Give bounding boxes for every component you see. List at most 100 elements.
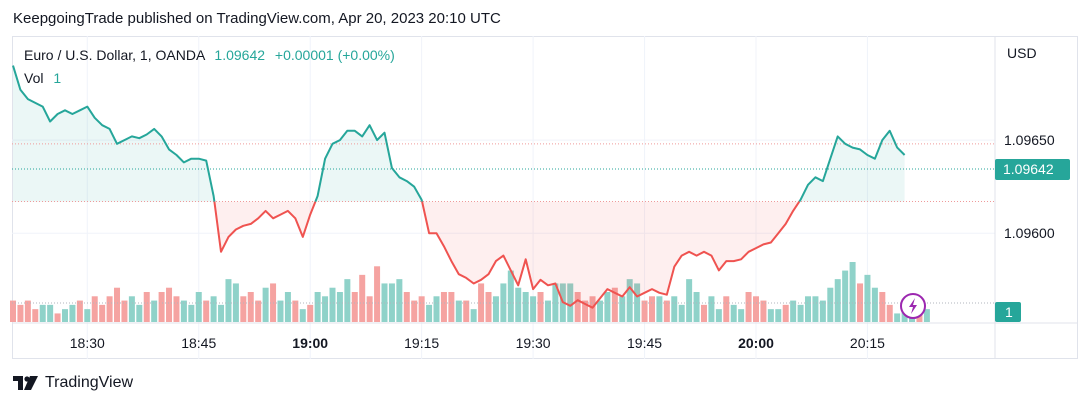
volume-bar bbox=[344, 279, 351, 322]
grid bbox=[12, 36, 995, 359]
volume-bar bbox=[641, 300, 648, 322]
volume-bar bbox=[492, 296, 499, 322]
volume-bar bbox=[723, 296, 730, 322]
price-change: +0.00001 (+0.00%) bbox=[274, 47, 395, 63]
volume-bar bbox=[775, 309, 782, 322]
volume-bar bbox=[574, 292, 581, 322]
volume-bar bbox=[522, 292, 529, 322]
volume-bar bbox=[834, 279, 841, 322]
volume-bar bbox=[463, 300, 470, 322]
volume-bar bbox=[678, 304, 685, 322]
volume-bar bbox=[255, 300, 262, 322]
volume-bar bbox=[604, 292, 611, 322]
volume-bar bbox=[440, 292, 447, 322]
volume-bar bbox=[195, 292, 202, 322]
volume-bar bbox=[448, 292, 455, 322]
volume-bar bbox=[151, 300, 158, 322]
price-line-up bbox=[12, 65, 216, 202]
volume-bar bbox=[39, 304, 46, 322]
axes: USD 1.09650 1.09600 1.09642 1 18:30 18:45 19:00… bbox=[12, 36, 1078, 359]
volume-bar bbox=[805, 296, 812, 322]
volume-value: 1 bbox=[53, 70, 62, 86]
volume-bar bbox=[225, 279, 232, 322]
volume-label: Vol bbox=[24, 70, 44, 86]
volume-bar bbox=[396, 279, 403, 322]
price-line-up bbox=[314, 124, 424, 202]
volume-bar bbox=[210, 296, 217, 322]
time-tick-label: 19:45 bbox=[627, 335, 662, 351]
lightning-bolt-icon bbox=[909, 298, 917, 314]
volume-bar bbox=[128, 296, 135, 322]
volume-bar bbox=[842, 270, 849, 322]
volume-bar bbox=[730, 304, 737, 322]
volume-bar bbox=[411, 300, 418, 322]
volume-bar bbox=[871, 287, 878, 322]
volume-bar bbox=[700, 304, 707, 322]
last-price: 1.09642 bbox=[214, 47, 266, 63]
price-tick-label: 1.09600 bbox=[1004, 225, 1055, 241]
volume-tag bbox=[995, 302, 1021, 322]
time-tick-label: 19:00 bbox=[292, 335, 328, 351]
volume-bar bbox=[671, 296, 678, 322]
volume-bar bbox=[760, 300, 767, 322]
volume-bar bbox=[54, 313, 61, 322]
volume-bar bbox=[329, 287, 336, 322]
volume-bar bbox=[812, 296, 819, 322]
volume-bar bbox=[240, 296, 247, 322]
volume-bar bbox=[923, 309, 930, 322]
volume-bar bbox=[307, 304, 314, 322]
volume-bar bbox=[544, 300, 551, 322]
volume-bar bbox=[99, 304, 106, 322]
volume-bar bbox=[76, 300, 83, 322]
volume-bar bbox=[143, 292, 150, 322]
volume-tag-text: 1 bbox=[1005, 304, 1013, 320]
volume-bar bbox=[894, 313, 901, 322]
price-line-down bbox=[213, 201, 317, 253]
volume-bar bbox=[753, 296, 759, 322]
volume-bar bbox=[32, 309, 39, 322]
volume-bar bbox=[767, 309, 774, 322]
volume-bar bbox=[663, 300, 670, 322]
volume-bar bbox=[166, 287, 173, 322]
symbol-name: Euro / U.S. Dollar, 1, OANDA bbox=[24, 47, 205, 63]
volume-bar bbox=[10, 300, 16, 322]
volume-bar bbox=[121, 300, 128, 322]
area-above-baseline bbox=[13, 65, 215, 202]
volume-bar bbox=[619, 296, 626, 322]
volume-bar bbox=[232, 283, 239, 322]
volume-bar bbox=[582, 300, 589, 322]
volume-bar bbox=[173, 296, 180, 322]
volume-bar bbox=[589, 296, 596, 322]
volume-bar bbox=[277, 300, 284, 322]
volume-bar bbox=[47, 304, 54, 322]
volume-bar bbox=[84, 309, 91, 322]
volume-bar bbox=[314, 292, 321, 322]
volume-bar bbox=[359, 274, 366, 322]
volume-bar bbox=[596, 300, 603, 322]
price-line-down bbox=[421, 201, 801, 309]
time-tick-label: 20:15 bbox=[850, 335, 885, 351]
price-tick-label: 1.09650 bbox=[1004, 132, 1055, 148]
volume-legend: Vol 1 bbox=[24, 70, 61, 86]
volume-bar bbox=[91, 296, 98, 322]
volume-bar bbox=[114, 287, 121, 322]
volume-bar bbox=[515, 287, 522, 322]
volume-bar bbox=[715, 309, 722, 322]
volume-bar bbox=[626, 279, 633, 322]
currency-label: USD bbox=[1007, 45, 1037, 61]
volume-bar bbox=[693, 292, 700, 322]
volume-bar bbox=[455, 300, 462, 322]
volume-bar bbox=[62, 309, 69, 322]
volume-bar bbox=[857, 283, 864, 322]
volume-bar bbox=[745, 292, 752, 322]
volume-bar bbox=[180, 300, 187, 322]
publisher-line: KeepgoingTrade published on TradingView.… bbox=[13, 10, 501, 27]
volume-bar bbox=[218, 304, 225, 322]
volume-bar bbox=[69, 304, 76, 322]
volume-bar bbox=[738, 309, 745, 322]
volume-bar bbox=[203, 300, 210, 322]
volume-bar bbox=[247, 292, 254, 322]
volume-bar bbox=[537, 292, 544, 322]
tradingview-logo[interactable]: TradingView bbox=[13, 374, 133, 392]
